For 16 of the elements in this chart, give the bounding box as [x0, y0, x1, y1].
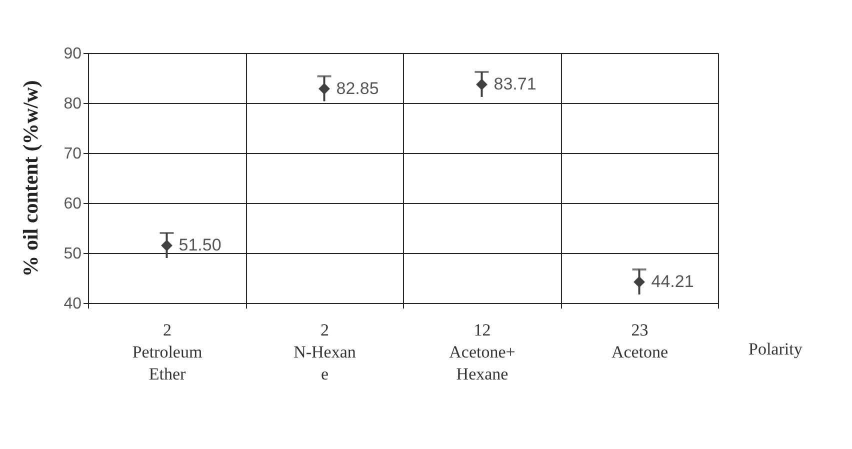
x-tick-label: 2 N-Hexan e — [294, 320, 356, 384]
x-tick-label: 23 Acetone — [611, 320, 668, 362]
y-tick-label: 60 — [64, 196, 82, 212]
data-label: 83.71 — [494, 74, 536, 94]
y-tick-label: 40 — [64, 296, 82, 312]
x-tick-label: 12 Acetone+ Hexane — [449, 320, 516, 384]
y-tick-label: 80 — [64, 96, 82, 112]
y-tick-label: 90 — [64, 46, 82, 62]
y-tick-label: 70 — [64, 146, 82, 162]
data-label: 44.21 — [651, 272, 694, 291]
data-label: 51.50 — [178, 236, 222, 254]
y-axis-title: % oil content (%w/w) — [18, 80, 43, 277]
x-axis-title: Polarity — [748, 340, 803, 358]
x-tick-label: 2 Petroleum Ether — [132, 320, 202, 384]
data-label: 82.85 — [336, 78, 379, 98]
y-tick-label: 50 — [64, 246, 82, 262]
